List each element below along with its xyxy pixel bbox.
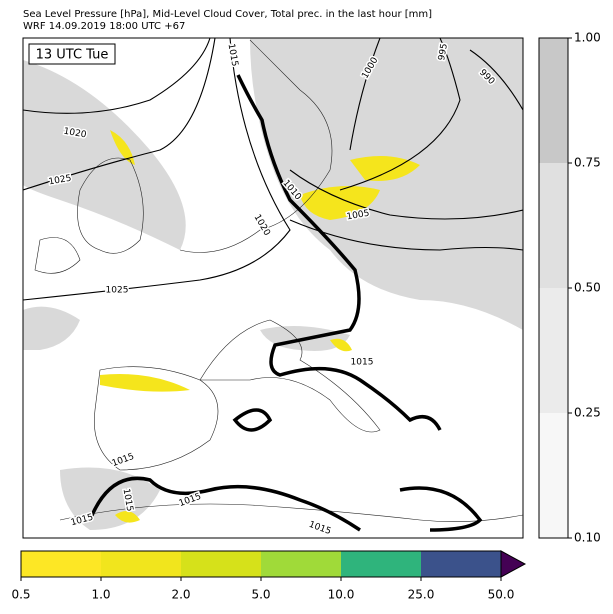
isobar-label: 995 [437, 43, 450, 62]
precip-area [300, 186, 380, 220]
cloud-bin [539, 38, 568, 163]
precip-bin [261, 551, 341, 577]
precip-bin [21, 551, 101, 577]
colorbars: 0.10 0.25 0.50 0.75 1.00 0.5 1.0 2.0 5.0 10.0 25.0… [11, 31, 600, 602]
coastline [179, 39, 333, 253]
coastline [34, 237, 81, 274]
isobar [23, 38, 211, 114]
isobar [23, 38, 291, 301]
cloud-area [23, 306, 80, 350]
precip-bin [101, 551, 181, 577]
cloud-area [250, 38, 523, 330]
tick-label: 25.0 [408, 588, 435, 602]
precip-area [330, 338, 352, 352]
isobar-1015 [232, 408, 273, 432]
isobar [289, 219, 523, 251]
tick-label: 1.0 [91, 588, 110, 602]
tick-label: 0.75 [574, 156, 601, 170]
tick-label: 1.00 [574, 31, 601, 45]
isobar-1015 [236, 74, 442, 431]
cloud-area [23, 60, 186, 250]
cloud-bin [539, 288, 568, 413]
precip-area [100, 374, 190, 392]
precip-area [350, 156, 420, 181]
subtitle: WRF 14.09.2019 18:00 UTC +67 [23, 21, 185, 32]
isobar [339, 38, 461, 191]
coastline [77, 157, 144, 254]
map-frame [22, 37, 524, 539]
tick-label: 5.0 [251, 588, 270, 602]
precip-bin [341, 551, 421, 577]
isobar [469, 49, 523, 111]
isobar-1015 [399, 486, 483, 532]
isobar-1015 [88, 476, 361, 532]
extend-arrow [500, 550, 527, 578]
precip-area [115, 511, 140, 523]
precip-bin [181, 551, 261, 577]
coastline [59, 503, 523, 522]
isobar-label: 1025 [106, 286, 129, 296]
isobar [349, 38, 381, 151]
tick-label: 2.0 [171, 588, 190, 602]
tick-label: 0.10 [574, 531, 601, 545]
precip-area [110, 130, 135, 165]
tick-label: 10.0 [328, 588, 355, 602]
precip-bin [421, 551, 501, 577]
time-label: 13 UTC Tue [36, 48, 109, 63]
title: Sea Level Pressure [hPa], Mid-Level Clou… [23, 9, 432, 20]
tick-label: 0.25 [574, 406, 601, 420]
tick-label: 50.0 [488, 588, 515, 602]
isobar [289, 169, 523, 220]
tick-label: 0.50 [574, 281, 601, 295]
coastline [199, 319, 381, 433]
isobar [23, 38, 216, 191]
map: 13 UTC Tue [22, 37, 524, 539]
tick-label: 0.5 [11, 588, 30, 602]
cloud-bin [539, 163, 568, 288]
time-box [28, 43, 116, 65]
cloud-bin [539, 413, 568, 538]
coastline [94, 366, 219, 471]
isobar-label: 1015 [351, 358, 374, 368]
